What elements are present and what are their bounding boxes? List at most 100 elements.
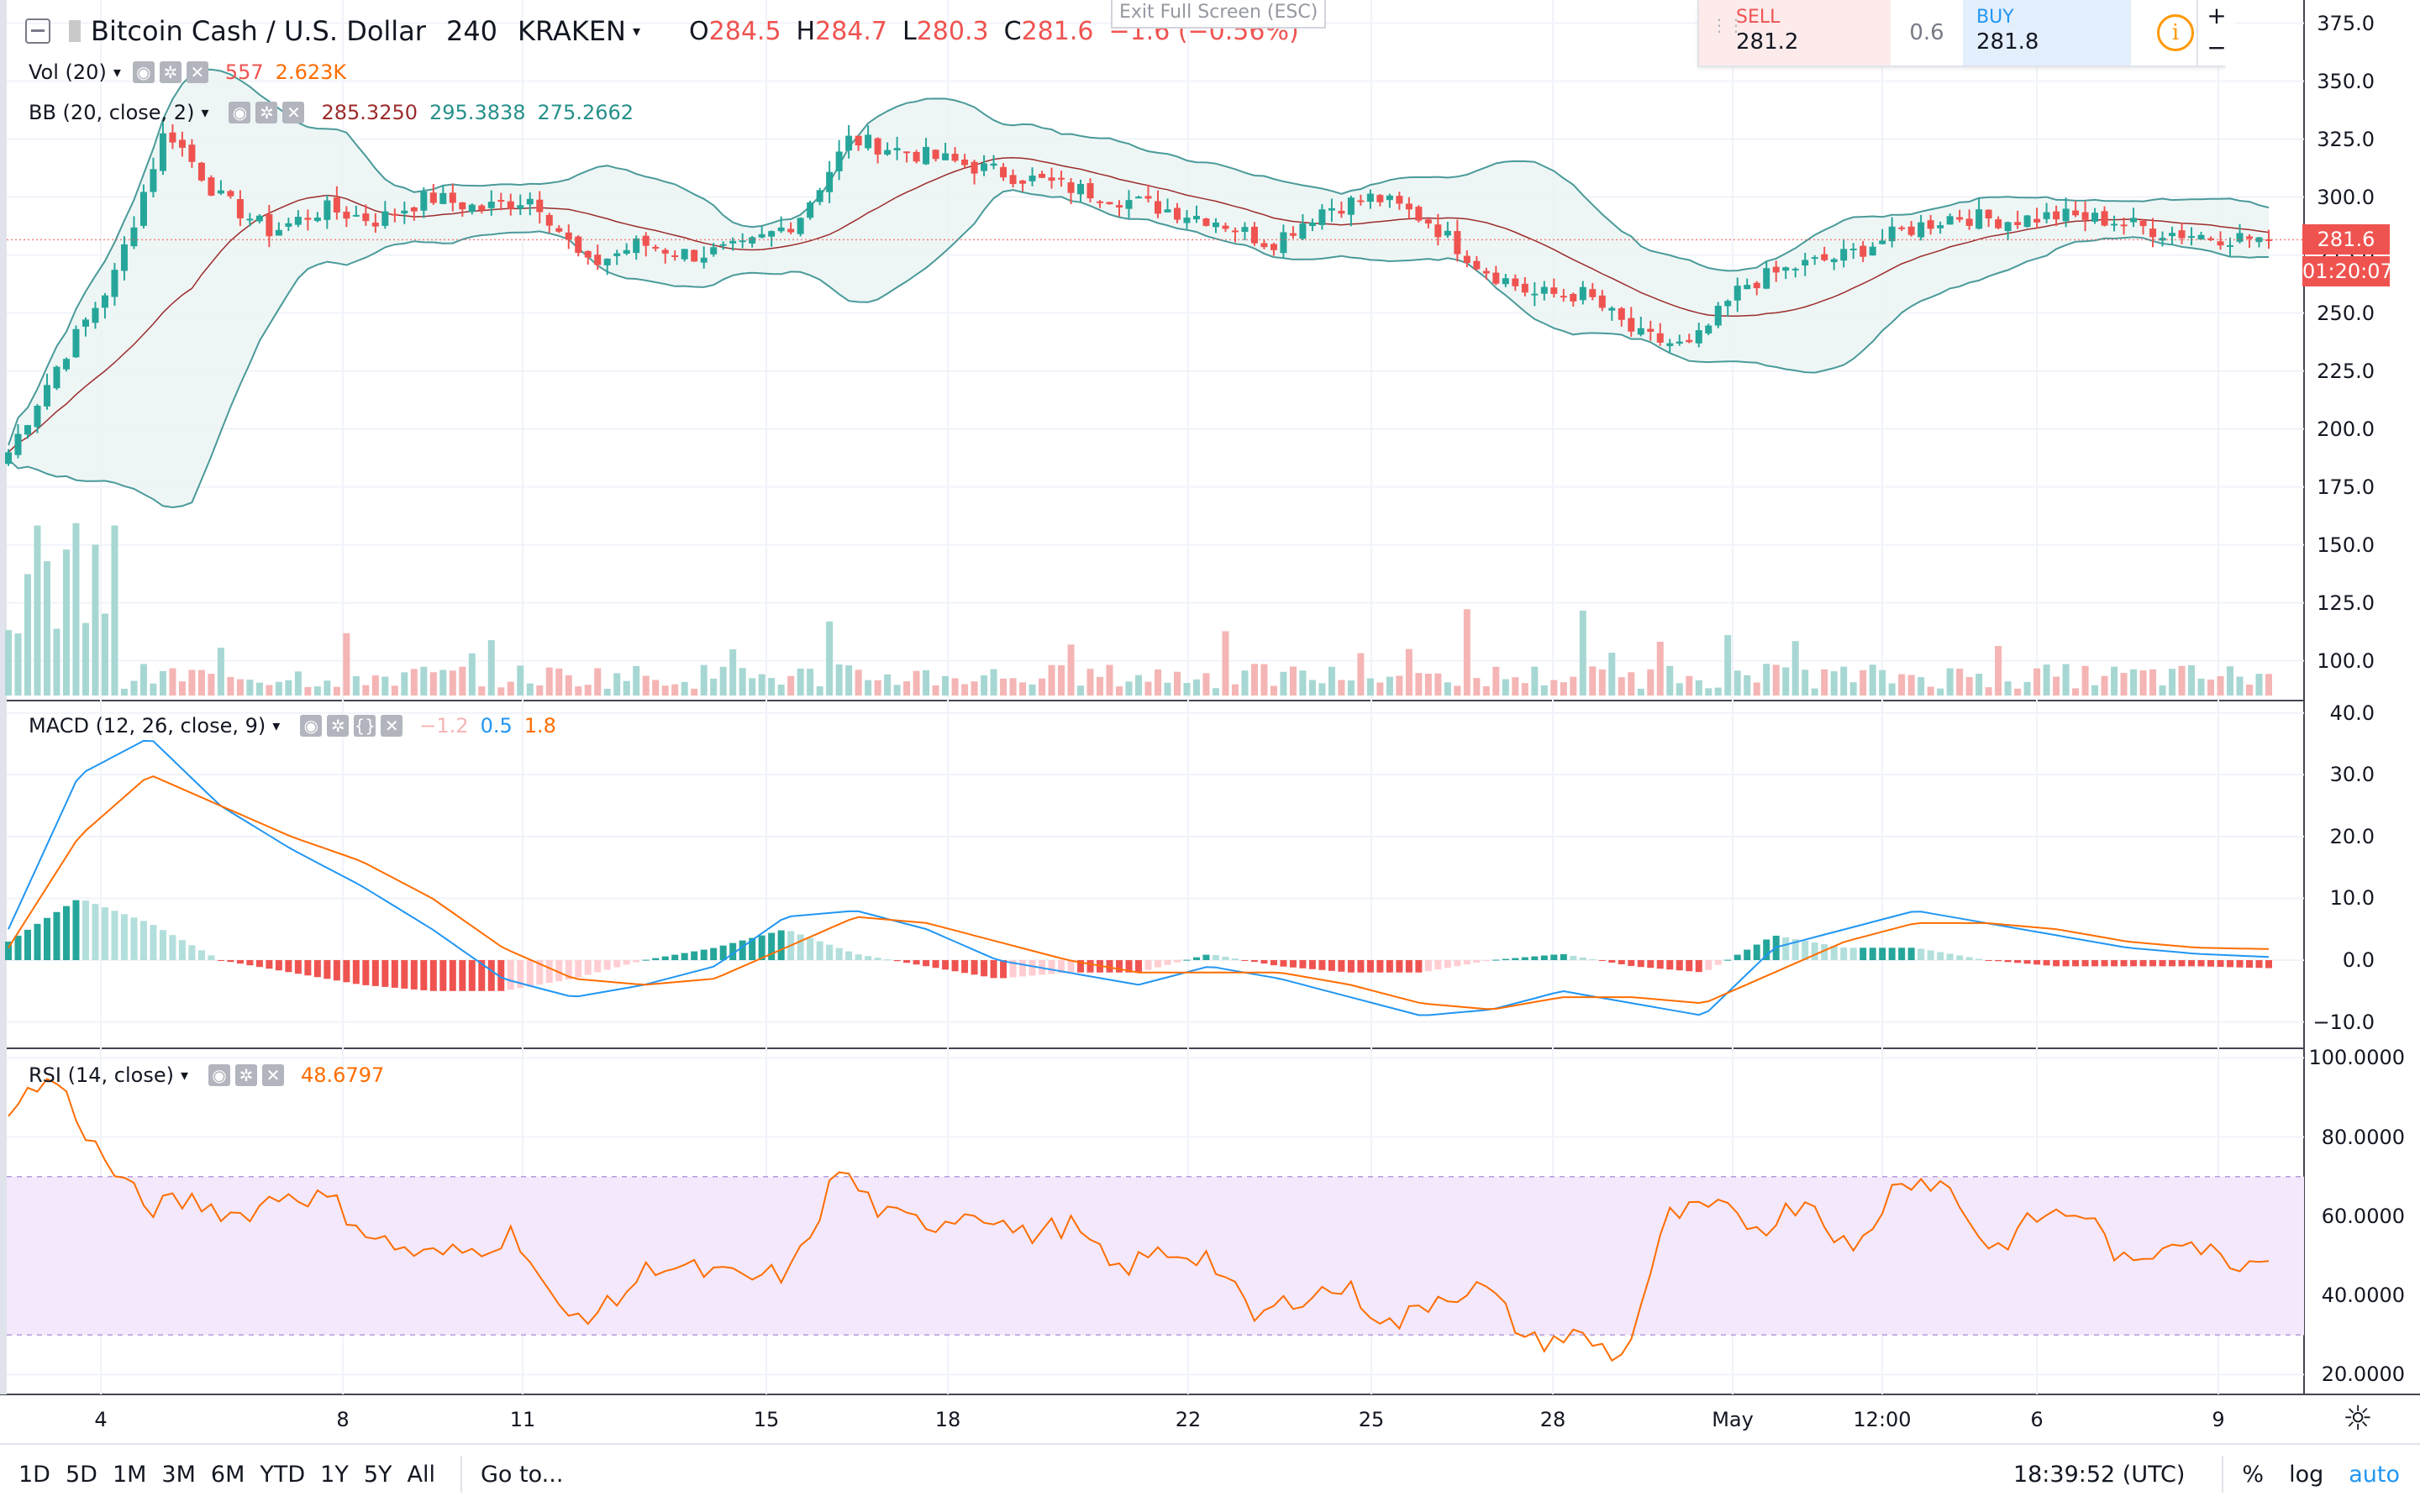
bb-title[interactable]: BB (20, close, 2) — [29, 101, 195, 124]
candle-body — [603, 258, 611, 265]
macd-histogram-bar — [1405, 960, 1413, 973]
candle-body — [294, 217, 302, 225]
close-icon[interactable]: ✕ — [262, 1064, 285, 1086]
candle-body — [1250, 226, 1258, 244]
range-button-all[interactable]: All — [407, 1461, 435, 1488]
range-button-6m[interactable]: 6M — [210, 1461, 245, 1488]
chevron-down-icon[interactable]: ▾ — [113, 63, 121, 81]
eye-icon[interactable]: ◉ — [208, 1064, 231, 1086]
settings-gear-icon[interactable]: ☼ — [2343, 1399, 2373, 1438]
drag-handle-icon[interactable]: ⋮⋮ — [1711, 15, 1744, 35]
fullscreen-hint[interactable]: Exit Full Screen (ESC) — [1111, 0, 1327, 29]
macd-histogram-bar — [294, 960, 302, 974]
chevron-down-icon[interactable]: ▾ — [272, 717, 281, 735]
eye-icon[interactable]: ◉ — [300, 715, 323, 737]
sell-button[interactable]: ⋮⋮ SELL 281.2 — [1699, 0, 1891, 66]
range-button-3m[interactable]: 3M — [161, 1461, 196, 1488]
macd-histogram-bar — [159, 930, 166, 960]
volume-bar — [1396, 675, 1403, 696]
log-toggle[interactable]: log — [2289, 1461, 2324, 1488]
rsi-title[interactable]: RSI (14, close) — [29, 1063, 174, 1087]
macd-tick-label: 0.0 — [2342, 948, 2375, 972]
close-icon[interactable]: ✕ — [381, 715, 403, 737]
candle-body — [1946, 216, 1954, 225]
candle-body — [2169, 233, 2176, 237]
gear-icon[interactable]: ✲ — [327, 715, 350, 737]
volume-bar — [410, 669, 418, 696]
price-tick-label: 300.0 — [2317, 185, 2375, 209]
volume-bar — [1656, 641, 1664, 696]
candle-body — [758, 234, 765, 238]
range-button-1d[interactable]: 1D — [18, 1461, 50, 1488]
candle-body — [1357, 200, 1365, 202]
code-icon[interactable]: {} — [354, 715, 376, 737]
candle-body — [1705, 325, 1712, 333]
volume-bar — [2091, 685, 2099, 696]
time-tick-label: 25 — [1358, 1408, 1385, 1431]
macd-histogram-bar — [2159, 960, 2166, 967]
rsi-legend: RSI (14, close) ▾ ◉ ✲ ✕ 48.6797 — [29, 1063, 384, 1087]
candle-body — [1860, 245, 1867, 257]
clock[interactable]: 18:39:52 (UTC) — [2012, 1461, 2186, 1488]
volume-bar — [1907, 675, 1915, 696]
candle-body — [1482, 270, 1490, 274]
chevron-down-icon[interactable]: ▾ — [632, 22, 641, 40]
range-button-1m[interactable]: 1M — [112, 1461, 147, 1488]
close-icon[interactable]: ✕ — [186, 61, 208, 83]
gear-icon[interactable]: ✲ — [255, 102, 278, 123]
auto-toggle[interactable]: auto — [2349, 1461, 2400, 1488]
eye-icon[interactable]: ◉ — [229, 102, 251, 123]
symbol-name[interactable]: Bitcoin Cash / U.S. Dollar — [91, 15, 426, 47]
info-button[interactable]: i — [2131, 0, 2220, 66]
volume-bar — [2004, 681, 2012, 696]
macd-histogram-bar — [2130, 960, 2138, 967]
volume-bar — [478, 686, 486, 696]
candle-body — [1656, 333, 1664, 343]
chevron-down-icon[interactable]: ▾ — [180, 1066, 189, 1084]
range-button-ytd[interactable]: YTD — [260, 1461, 306, 1488]
macd-histogram-bar — [439, 960, 447, 991]
volume-bar — [2111, 666, 2118, 696]
goto-button[interactable]: Go to... — [481, 1461, 564, 1488]
macd-histogram-bar — [1560, 953, 1567, 960]
gear-icon[interactable]: ✲ — [159, 61, 182, 83]
candle-body — [594, 255, 602, 265]
range-button-5d[interactable]: 5D — [65, 1461, 97, 1488]
symbol-interval[interactable]: 240 — [445, 15, 498, 47]
rsi-tick-label: 40.0000 — [2321, 1284, 2405, 1308]
volume-bar — [1589, 666, 1597, 696]
chevron-down-icon[interactable]: ▾ — [201, 103, 209, 122]
collapse-icon[interactable] — [25, 18, 50, 44]
macd-histogram-bar — [1985, 960, 1992, 961]
percent-toggle[interactable]: % — [2242, 1461, 2265, 1488]
candle-body — [1125, 200, 1133, 209]
zoom-out-button[interactable]: − — [2207, 34, 2227, 61]
volume-bar — [990, 669, 997, 696]
volume-bar — [797, 668, 804, 696]
vol-value: 557 — [224, 60, 264, 84]
candle-body — [2217, 241, 2224, 246]
candle-body — [1338, 211, 1345, 214]
close-icon[interactable]: ✕ — [282, 102, 305, 123]
candle-body — [1039, 173, 1046, 178]
vol-title[interactable]: Vol (20) — [29, 60, 107, 84]
candle-body — [768, 231, 776, 237]
candle-body — [1898, 227, 1906, 229]
candle-body — [1995, 219, 2002, 228]
macd-title[interactable]: MACD (12, 26, close, 9) — [29, 714, 266, 738]
gear-icon[interactable]: ✲ — [235, 1064, 258, 1086]
buy-button[interactable]: BUY 281.8 — [1963, 0, 2131, 66]
volume-bar — [1473, 678, 1481, 696]
macd-histogram-bar — [1608, 960, 1616, 963]
eye-icon[interactable]: ◉ — [132, 61, 155, 83]
candle-body — [1183, 218, 1191, 223]
range-button-1y[interactable]: 1Y — [320, 1461, 349, 1488]
range-button-5y[interactable]: 5Y — [363, 1461, 392, 1488]
macd-histogram-bar — [478, 960, 486, 991]
zoom-in-button[interactable]: + — [2207, 2, 2227, 29]
volume-bar — [1821, 669, 1828, 696]
symbol-exchange[interactable]: KRAKEN — [518, 15, 626, 47]
macd-histogram-bar — [2255, 960, 2263, 969]
macd-histogram-bar — [1540, 955, 1548, 960]
